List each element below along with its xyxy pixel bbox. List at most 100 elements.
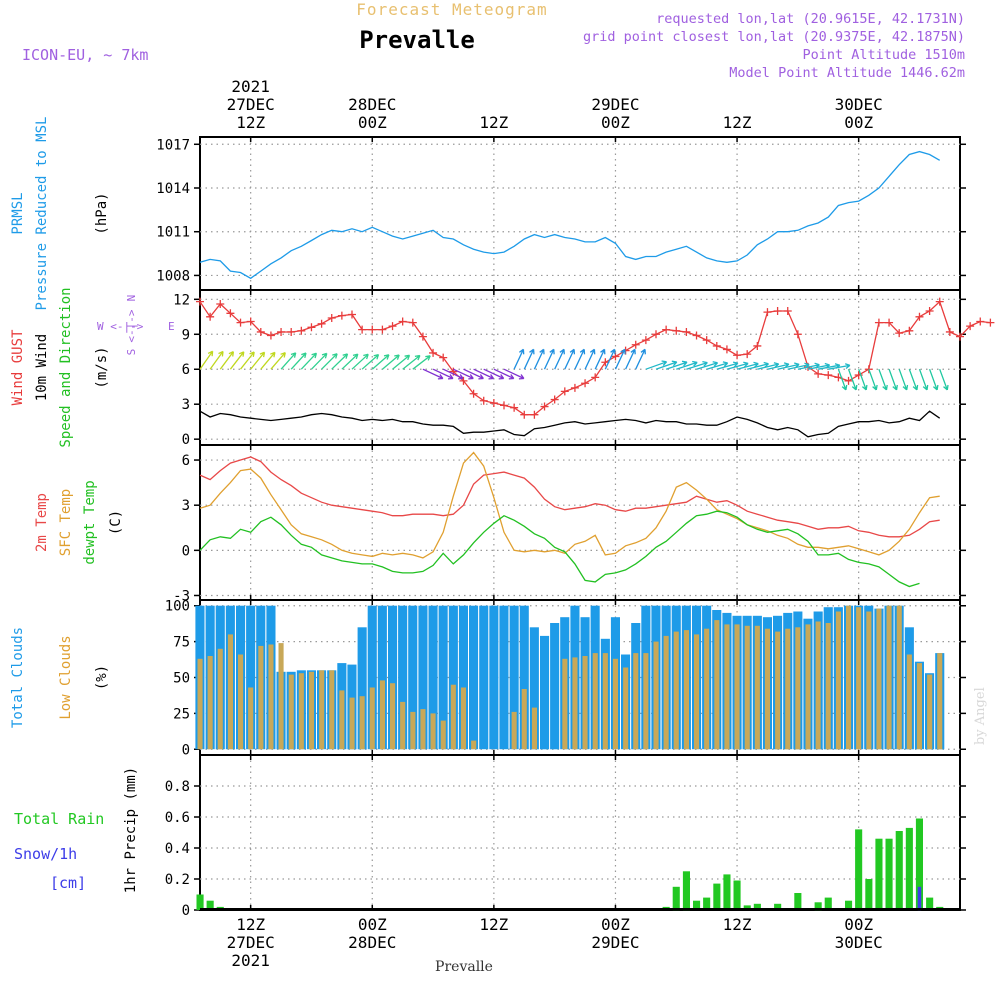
bar-total-cloud <box>448 605 458 750</box>
gust-point <box>266 331 275 340</box>
wind-arrow <box>412 355 431 370</box>
series-line-sfc <box>199 451 940 559</box>
wind-arrow <box>392 354 411 370</box>
bar-low-cloud <box>785 628 791 750</box>
wind-arrow <box>422 368 444 380</box>
gust-point <box>418 332 427 341</box>
grid-coords: grid point closest lon,lat (20.9375E, 42… <box>583 29 965 45</box>
wind-arrow <box>928 368 939 391</box>
bar-low-cloud <box>916 663 922 750</box>
bar-low-cloud <box>704 628 710 750</box>
wind-arrow <box>371 354 390 370</box>
point-altitude: Point Altitude 1510m <box>802 47 965 63</box>
gust-point <box>287 327 296 336</box>
y-tick-label: 12 <box>173 292 190 308</box>
time-label-top: 28DEC <box>348 95 396 114</box>
y-tick-label: 100 <box>165 599 190 615</box>
time-label-bottom: 30DEC <box>835 933 883 952</box>
bar-total-cloud <box>550 623 560 750</box>
legend-snow-unit: [cm] <box>50 874 86 892</box>
watermark: by Angel <box>973 687 988 745</box>
bar-rain <box>774 903 782 910</box>
axis-label: 10m Wind <box>34 334 50 401</box>
unit-label: 1hr Precip (mm) <box>123 767 139 893</box>
gust-point <box>479 396 488 405</box>
axis-label: Wind GUST <box>10 329 26 405</box>
wind-arrow <box>847 368 858 391</box>
gust-point <box>226 309 235 318</box>
bar-low-cloud <box>379 680 385 750</box>
bar-low-cloud <box>197 658 203 750</box>
bar-low-cloud <box>248 687 254 750</box>
gust-point <box>692 331 701 340</box>
gust-point <box>763 308 772 317</box>
wind-arrow <box>574 348 586 370</box>
axis-label: Low Clouds <box>58 635 74 719</box>
bar-low-cloud <box>764 628 770 750</box>
gust-point <box>398 317 407 326</box>
axis-label: Total Clouds <box>10 627 26 728</box>
gust-point <box>236 318 245 327</box>
y-tick-label: 0 <box>182 742 190 758</box>
model-label: ICON-EU, ~ 7km <box>22 46 148 64</box>
y-tick-label: 50 <box>173 671 190 687</box>
bar-low-cloud <box>440 720 446 750</box>
meteogram-subtitle: Forecast Meteogram <box>356 0 547 19</box>
wind-arrow <box>260 351 276 370</box>
bar-total-cloud <box>489 605 499 750</box>
time-label-bottom: 27DEC <box>227 933 275 952</box>
wind-arrow <box>898 368 909 391</box>
wind-arrow <box>706 361 729 370</box>
time-label-bottom: 12Z <box>479 915 508 934</box>
bar-low-cloud <box>369 687 375 750</box>
bar-total-cloud <box>408 605 418 750</box>
unit-label: (%) <box>94 665 110 690</box>
wind-arrow <box>311 352 328 370</box>
time-label-top: 12Z <box>723 113 752 132</box>
wind-arrow <box>280 352 297 370</box>
y-tick-label: -3 <box>173 588 190 604</box>
gust-point <box>216 299 225 308</box>
panel-wind: 0 3 6 9 12 Wind GUST 10m Wind Speed and Directi… <box>10 287 995 448</box>
wind-arrow <box>331 353 349 370</box>
panel-frame <box>199 754 961 911</box>
wind-arrow <box>614 348 626 370</box>
gust-point <box>641 336 650 345</box>
gust-point <box>550 395 559 404</box>
bar-rain <box>672 886 680 911</box>
gust-point <box>500 401 508 410</box>
bar-low-cloud <box>795 627 801 750</box>
gust-point <box>935 297 944 306</box>
bar-low-cloud <box>400 701 406 750</box>
series-line-prmsl <box>199 150 941 280</box>
bar-total-cloud <box>509 605 519 750</box>
wind-arrow <box>432 368 454 380</box>
gust-point <box>489 399 498 408</box>
time-label-top: 12Z <box>236 113 265 132</box>
bar-low-cloud <box>521 689 527 750</box>
wind-arrow <box>645 360 668 370</box>
gust-point <box>722 345 731 354</box>
bar-low-cloud <box>724 624 730 750</box>
gust-point <box>540 402 549 411</box>
wind-arrow <box>686 360 708 370</box>
gust-point <box>753 341 762 350</box>
series-line-dewpt <box>199 510 920 588</box>
gust-point <box>429 348 438 357</box>
model-altitude: Model Point Altitude 1446.62m <box>729 65 965 81</box>
bar-low-cloud <box>268 644 274 750</box>
wind-arrow <box>381 354 400 370</box>
gust-point <box>591 373 600 382</box>
bar-low-cloud <box>339 690 345 750</box>
wind-arrow <box>828 363 851 370</box>
y-tick-label: 0.8 <box>165 779 190 795</box>
gust-point <box>743 350 752 359</box>
wind-arrow <box>604 348 616 370</box>
axis-label: 2m Temp <box>34 493 50 552</box>
wind-arrow <box>716 361 739 370</box>
gust-point <box>581 379 590 388</box>
bar-rain <box>905 827 913 910</box>
time-label-top: 12Z <box>479 113 508 132</box>
wind-arrow <box>625 348 636 370</box>
gust-point <box>783 306 792 315</box>
